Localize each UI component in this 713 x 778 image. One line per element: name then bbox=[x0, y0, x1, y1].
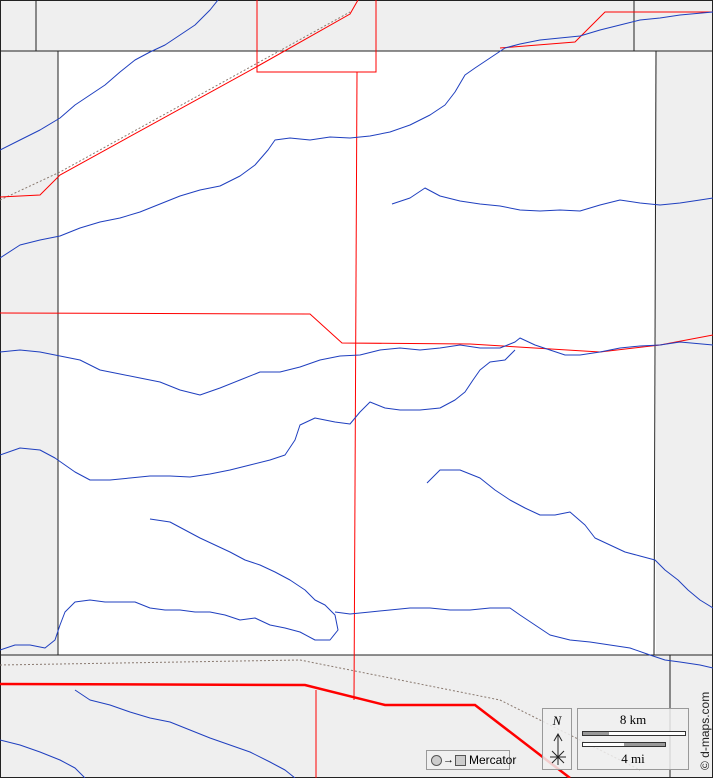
north-label: N bbox=[552, 713, 562, 728]
scale-bar: 8 km 4 mi bbox=[577, 708, 689, 770]
projection-label-box: → Mercator bbox=[426, 750, 516, 770]
scale-km-label: 8 km bbox=[619, 712, 647, 727]
north-arrow-icon bbox=[550, 732, 566, 765]
scale-mi-label: 4 mi bbox=[621, 751, 645, 766]
north-arrow: N bbox=[542, 708, 572, 770]
circle-to-square-icon: → bbox=[431, 754, 466, 766]
scale-mi-bar bbox=[582, 742, 666, 747]
credit-text: © d-maps.com bbox=[698, 691, 712, 770]
projection-label: Mercator bbox=[469, 753, 517, 767]
scale-km-bar bbox=[582, 731, 686, 736]
